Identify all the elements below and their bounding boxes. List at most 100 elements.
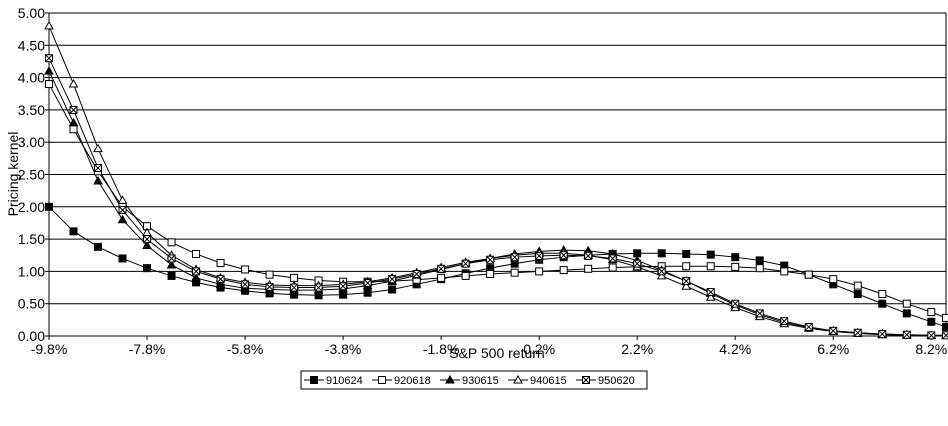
marker [217,260,224,267]
marker-box [928,318,935,325]
marker-box [781,268,788,275]
y-tick-label: 2.50 [18,167,45,183]
marker [462,260,469,267]
marker [756,257,763,264]
marker-box [462,272,469,279]
marker [732,263,739,270]
marker-box [805,271,812,278]
marker [413,270,420,277]
marker-box [536,268,543,275]
marker [193,268,200,275]
marker [732,300,739,307]
marker [511,269,518,276]
marker [830,276,837,283]
y-tick-label: 3.50 [18,102,45,118]
x-tick-label: 4.2% [719,341,751,357]
marker [311,377,318,384]
marker [168,255,175,262]
marker [609,264,616,271]
marker-box [943,314,948,321]
marker [379,377,386,384]
x-tick-label: -9.8% [31,341,68,357]
y-tick-label: 3.00 [18,134,45,150]
marker-box [756,265,763,272]
marker [536,252,543,259]
marker-box [756,257,763,264]
marker-box [560,267,567,274]
marker [634,260,641,267]
marker [879,300,886,307]
x-tick-label: 6.2% [817,341,849,357]
marker-box [487,270,494,277]
marker-box [854,291,861,298]
marker [340,283,347,290]
marker [879,331,886,338]
marker [756,265,763,272]
marker [854,329,861,336]
marker [943,323,948,330]
legend-label: 950620 [598,375,635,387]
marker [781,318,788,325]
marker [928,318,935,325]
marker [943,332,948,339]
marker [193,250,200,257]
marker [266,271,273,278]
marker-box [879,291,886,298]
marker-box [732,254,739,261]
marker [438,274,445,281]
marker-box [707,251,714,258]
marker-box [379,377,386,384]
marker-box [70,126,77,133]
marker-box [364,289,371,296]
marker [928,309,935,316]
marker-box [144,265,151,272]
y-tick-label: 5.00 [18,5,45,21]
marker [928,332,935,339]
x-tick-label: 8.2% [915,341,947,357]
marker [266,283,273,290]
marker [903,300,910,307]
x-tick-label: -1.8% [423,341,460,357]
marker-box [609,264,616,271]
marker-box [438,274,445,281]
marker-box [903,310,910,317]
marker-box [732,263,739,270]
marker [879,291,886,298]
marker-box [389,286,396,293]
x-tick-label: 2.2% [621,341,653,357]
y-tick-label: 1.50 [18,231,45,247]
marker [95,165,102,172]
marker [683,263,690,270]
y-tick-label: 2.00 [18,199,45,215]
marker-box [683,250,690,257]
marker-box [830,276,837,283]
marker-box [943,323,948,330]
x-tick-label: -3.8% [325,341,362,357]
marker-box [903,300,910,307]
marker [585,265,592,272]
marker-box [511,260,518,267]
marker [658,268,665,275]
marker [707,263,714,270]
marker [511,260,518,267]
marker-box [193,250,200,257]
marker [168,239,175,246]
marker-box [70,228,77,235]
marker [487,270,494,277]
marker-box [511,269,518,276]
marker [291,284,298,291]
marker-box [585,265,592,272]
marker [70,126,77,133]
marker-box [119,255,126,262]
marker [46,81,53,88]
marker-box [658,250,665,257]
marker-box [46,203,53,210]
marker-box [95,243,102,250]
marker [144,265,151,272]
marker-box [707,263,714,270]
marker [242,266,249,273]
marker-box [683,263,690,270]
legend-label: 930615 [462,375,499,387]
